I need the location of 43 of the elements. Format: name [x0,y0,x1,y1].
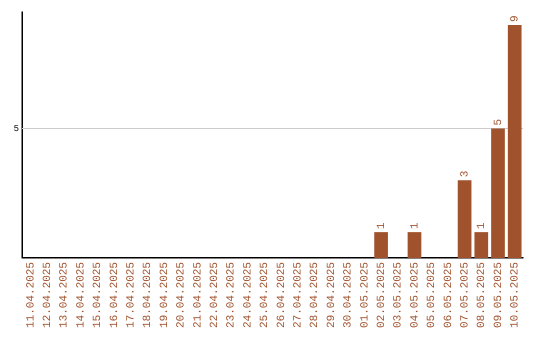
x-tick-label: 04.05.2025 [409,262,422,328]
x-tick-label: 08.05.2025 [476,262,488,328]
data-label: 9 [510,15,522,22]
x-tick-label: 15.04.2025 [92,262,104,328]
x-tick-label: 26.04.2025 [276,262,288,328]
x-tick-label: 16.04.2025 [108,262,121,328]
x-tick-label: 19.04.2025 [158,262,171,328]
bar [474,232,488,258]
x-tick-label: 12.04.2025 [42,262,54,328]
x-tick-label: 20.04.2025 [176,262,188,328]
bar [491,128,505,258]
x-tick-label: 18.04.2025 [142,262,154,328]
x-tick-label: 10.05.2025 [510,262,522,328]
x-tick-label: 14.04.2025 [75,262,88,328]
data-label: 1 [376,222,388,230]
x-tick-label: 06.05.2025 [442,262,455,328]
x-tick-label: 21.04.2025 [192,262,204,328]
x-tick-label: 27.04.2025 [292,262,304,328]
x-tick-label: 24.04.2025 [242,262,254,328]
x-tick-label: 02.05.2025 [376,262,388,328]
x-tick-label: 30.04.2025 [342,262,355,328]
data-label: 1 [409,222,422,230]
x-tick-label: 09.05.2025 [492,262,505,328]
ref-line-label: 5 [14,124,19,134]
x-tick-label: 25.04.2025 [259,262,272,328]
x-tick-label: 13.04.2025 [58,262,71,328]
x-tick-label: 28.04.2025 [309,262,322,328]
data-label: 5 [492,118,505,126]
bar [374,232,388,258]
bar [508,24,522,258]
data-label: 3 [460,170,472,178]
bar [458,180,472,258]
x-tick-label: 03.05.2025 [392,262,405,328]
x-tick-label: 05.05.2025 [426,262,438,328]
x-tick-label: 07.05.2025 [460,262,472,328]
data-label: 1 [476,222,488,230]
x-tick-label: 23.04.2025 [226,262,238,328]
bar [408,232,422,258]
x-tick-label: 01.05.2025 [359,262,372,328]
x-tick-label: 11.04.2025 [25,262,38,328]
x-tick-label: 17.04.2025 [125,262,138,328]
x-tick-label: 29.04.2025 [326,262,338,328]
x-tick-label: 22.04.2025 [208,262,221,328]
